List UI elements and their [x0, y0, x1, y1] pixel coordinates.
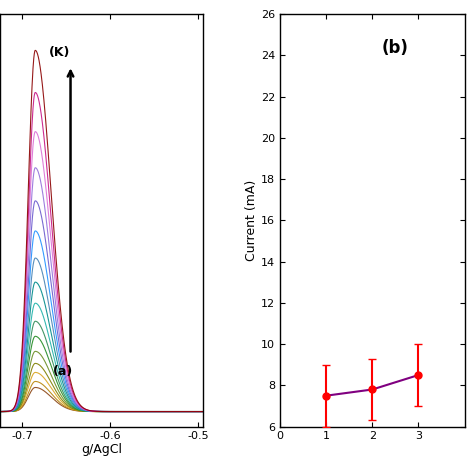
X-axis label: g/AgCl: g/AgCl	[81, 443, 122, 456]
Y-axis label: Current (mA): Current (mA)	[246, 180, 258, 261]
Text: (a): (a)	[53, 365, 73, 378]
Text: (b): (b)	[382, 39, 409, 57]
Text: (K): (K)	[48, 46, 70, 59]
